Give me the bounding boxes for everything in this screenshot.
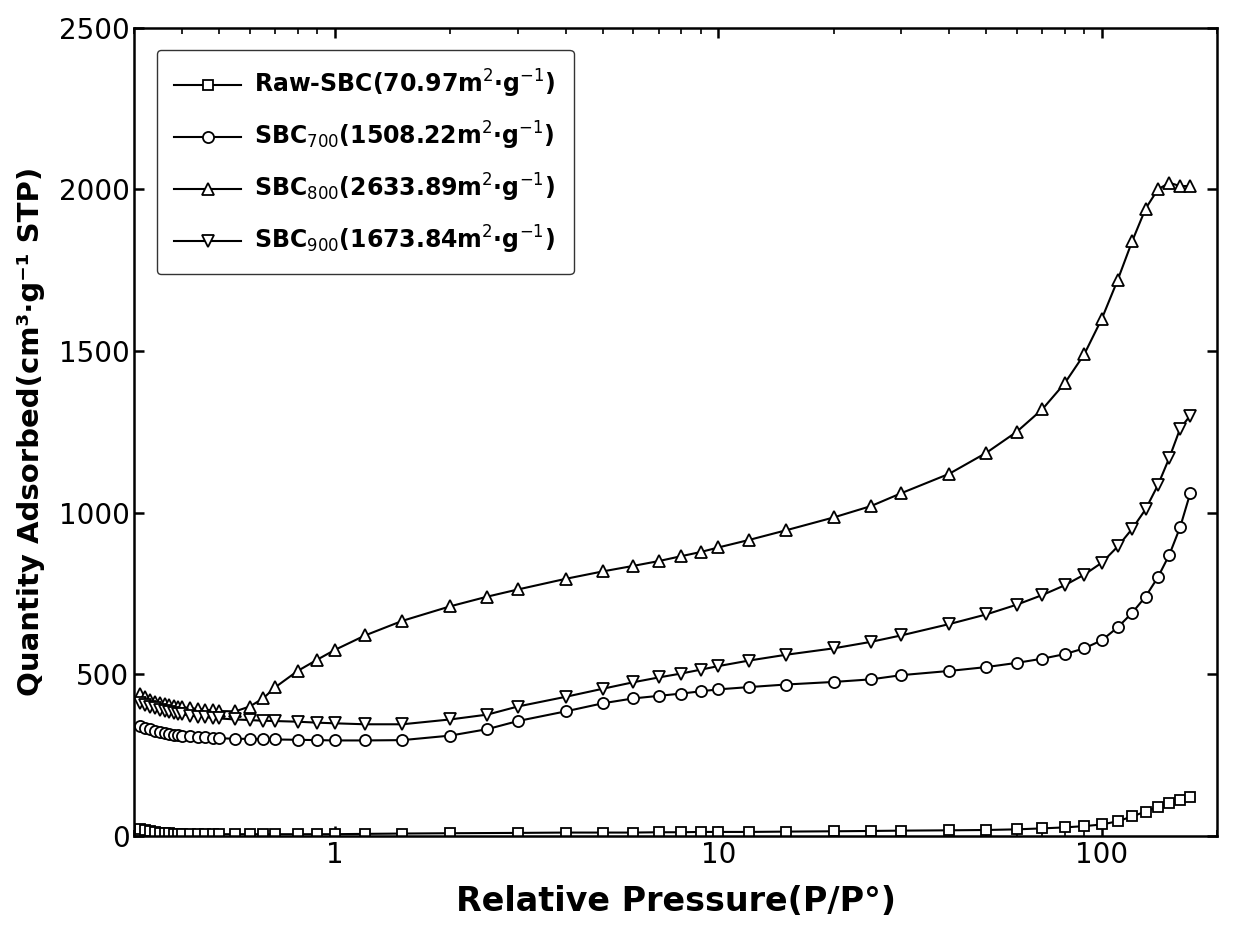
Raw-SBC(70.97m$^2$·g$^{-1}$)	[511, 827, 526, 839]
SBC$_{800}$(2633.89m$^2$·g$^{-1}$)	[1009, 426, 1024, 438]
SBC$_{700}$(1508.22m$^2$·g$^{-1}$)	[1009, 657, 1024, 669]
SBC$_{900}$(1673.84m$^2$·g$^{-1}$)	[1125, 523, 1140, 534]
SBC$_{700}$(1508.22m$^2$·g$^{-1}$)	[212, 732, 227, 743]
SBC$_{700}$(1508.22m$^2$·g$^{-1}$)	[327, 735, 342, 746]
SBC$_{900}$(1673.84m$^2$·g$^{-1}$)	[132, 698, 147, 709]
Raw-SBC(70.97m$^2$·g$^{-1}$)	[153, 827, 168, 838]
SBC$_{800}$(2633.89m$^2$·g$^{-1}$)	[779, 525, 793, 536]
SBC$_{700}$(1508.22m$^2$·g$^{-1}$)	[694, 685, 708, 697]
SBC$_{800}$(2633.89m$^2$·g$^{-1}$)	[742, 535, 756, 546]
Raw-SBC(70.97m$^2$·g$^{-1}$)	[191, 828, 206, 840]
Line: SBC$_{800}$(2633.89m$^2$·g$^{-1}$): SBC$_{800}$(2633.89m$^2$·g$^{-1}$)	[135, 178, 1196, 717]
Line: Raw-SBC(70.97m$^2$·g$^{-1}$): Raw-SBC(70.97m$^2$·g$^{-1}$)	[135, 792, 1195, 839]
SBC$_{900}$(1673.84m$^2$·g$^{-1}$)	[358, 719, 373, 730]
Raw-SBC(70.97m$^2$·g$^{-1}$)	[779, 826, 793, 837]
SBC$_{900}$(1673.84m$^2$·g$^{-1}$)	[212, 712, 227, 724]
SBC$_{700}$(1508.22m$^2$·g$^{-1}$)	[1183, 487, 1198, 498]
SBC$_{800}$(2633.89m$^2$·g$^{-1}$)	[1183, 180, 1198, 192]
Raw-SBC(70.97m$^2$·g$^{-1}$)	[1183, 791, 1198, 802]
Raw-SBC(70.97m$^2$·g$^{-1}$)	[132, 824, 147, 835]
Raw-SBC(70.97m$^2$·g$^{-1}$)	[290, 828, 305, 840]
SBC$_{700}$(1508.22m$^2$·g$^{-1}$)	[1125, 607, 1140, 618]
SBC$_{800}$(2633.89m$^2$·g$^{-1}$)	[212, 705, 227, 716]
SBC$_{700}$(1508.22m$^2$·g$^{-1}$)	[742, 682, 756, 693]
SBC$_{700}$(1508.22m$^2$·g$^{-1}$)	[674, 688, 689, 699]
Raw-SBC(70.97m$^2$·g$^{-1}$)	[711, 827, 726, 838]
SBC$_{800}$(2633.89m$^2$·g$^{-1}$)	[132, 688, 147, 699]
Line: SBC$_{900}$(1673.84m$^2$·g$^{-1}$): SBC$_{900}$(1673.84m$^2$·g$^{-1}$)	[135, 410, 1196, 730]
SBC$_{800}$(2633.89m$^2$·g$^{-1}$)	[1162, 178, 1177, 189]
SBC$_{800}$(2633.89m$^2$·g$^{-1}$)	[674, 551, 689, 562]
SBC$_{800}$(2633.89m$^2$·g$^{-1}$)	[228, 706, 243, 717]
SBC$_{900}$(1673.84m$^2$·g$^{-1}$)	[1009, 599, 1024, 611]
Raw-SBC(70.97m$^2$·g$^{-1}$)	[1150, 801, 1165, 813]
SBC$_{900}$(1673.84m$^2$·g$^{-1}$)	[742, 655, 756, 667]
SBC$_{900}$(1673.84m$^2$·g$^{-1}$)	[694, 664, 708, 675]
SBC$_{900}$(1673.84m$^2$·g$^{-1}$)	[674, 668, 689, 679]
SBC$_{700}$(1508.22m$^2$·g$^{-1}$)	[132, 720, 147, 731]
Y-axis label: Quantity Adsorbed(cm³·g⁻¹ STP): Quantity Adsorbed(cm³·g⁻¹ STP)	[17, 167, 44, 697]
X-axis label: Relative Pressure(P/P°): Relative Pressure(P/P°)	[455, 885, 896, 918]
SBC$_{900}$(1673.84m$^2$·g$^{-1}$)	[1183, 410, 1198, 421]
Line: SBC$_{700}$(1508.22m$^2$·g$^{-1}$): SBC$_{700}$(1508.22m$^2$·g$^{-1}$)	[135, 487, 1196, 746]
SBC$_{800}$(2633.89m$^2$·g$^{-1}$)	[694, 546, 708, 557]
Legend: Raw-SBC(70.97m$^2$·g$^{-1}$), SBC$_{700}$(1508.22m$^2$·g$^{-1}$), SBC$_{800}$(26: Raw-SBC(70.97m$^2$·g$^{-1}$), SBC$_{700}…	[157, 50, 574, 274]
